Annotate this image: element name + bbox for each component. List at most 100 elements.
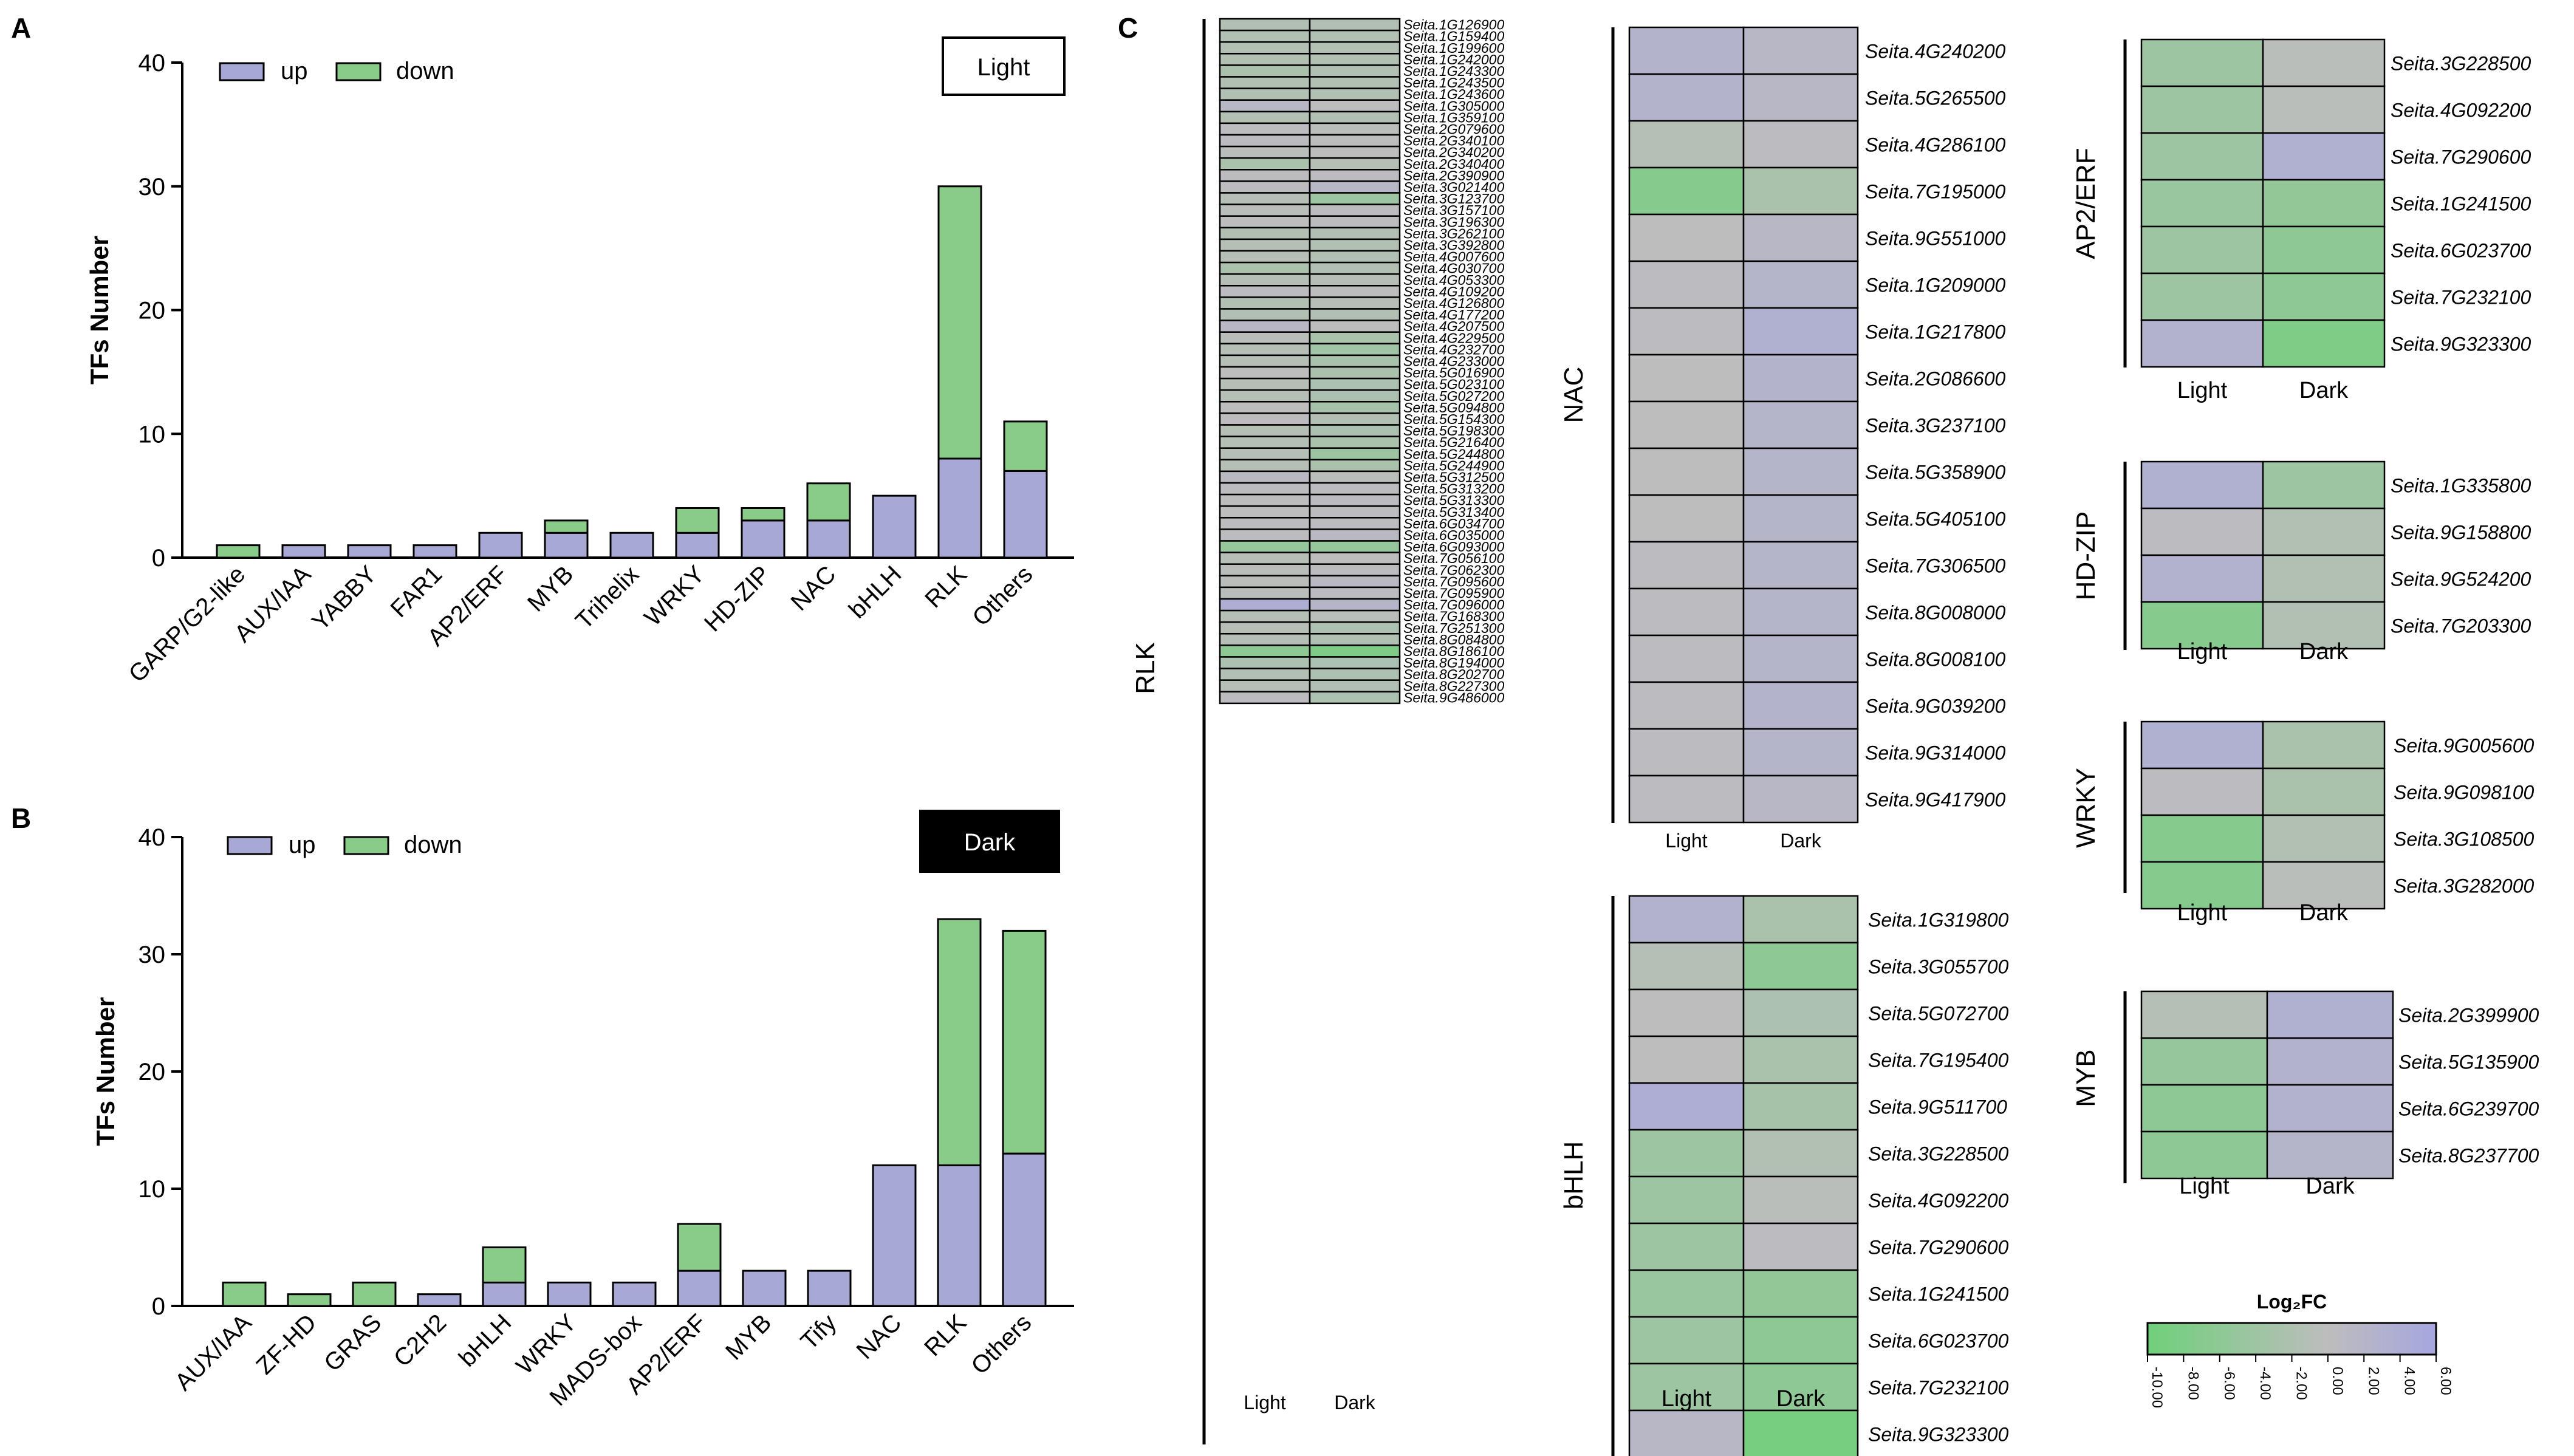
bar-up bbox=[482, 1281, 527, 1307]
column-label-dark: Dark bbox=[2305, 1174, 2355, 1199]
heatmap-cell-light bbox=[2140, 272, 2264, 321]
gene-label: Seita.5G405100 bbox=[1865, 508, 2006, 530]
group-label: bHLH bbox=[1559, 1141, 1589, 1210]
gene-label: Seita.5G072700 bbox=[1868, 1003, 2009, 1025]
gene-label: Seita.4G233000 bbox=[1403, 353, 1504, 369]
gene-label: Seita.3G108500 bbox=[2394, 829, 2535, 850]
bar-down bbox=[287, 1293, 332, 1307]
gene-label: Seita.4G229500 bbox=[1403, 330, 1504, 346]
colorbar: Log₂FC -10.00 -8.00 -6.00 -4.00 -2.00 0.00 2.00… bbox=[2146, 1291, 2454, 1408]
colorbar-tick-label: -4.00 bbox=[2257, 1367, 2273, 1400]
heatmap-cell-dark bbox=[1309, 505, 1401, 519]
gene-label: Seita.4G177200 bbox=[1403, 307, 1504, 323]
heatmap-cell-dark bbox=[1742, 541, 1859, 590]
legend-label-up: up bbox=[289, 832, 316, 858]
heatmap-cell-light bbox=[1219, 331, 1311, 345]
bar-down bbox=[1003, 420, 1048, 472]
gene-label: Seita.3G157100 bbox=[1403, 202, 1504, 218]
x-tick-label: Others bbox=[967, 561, 1038, 631]
panel-label: B bbox=[11, 802, 31, 834]
heatmap-cell-dark bbox=[1309, 273, 1401, 287]
heatmap-cell-dark bbox=[1309, 227, 1401, 241]
gene-label: Seita.2G390900 bbox=[1403, 168, 1504, 183]
heatmap-cell-light bbox=[1219, 134, 1311, 148]
heatmap-cell-light bbox=[1628, 400, 1745, 449]
bar-up bbox=[347, 544, 392, 559]
y-tick-label: 40 bbox=[139, 50, 166, 77]
gene-label: Seita.6G034700 bbox=[1403, 516, 1504, 531]
heatmap-cell-light bbox=[1628, 1082, 1745, 1131]
heatmap-cell-dark bbox=[1309, 644, 1401, 658]
heatmap-cell-light bbox=[1219, 691, 1311, 705]
heatmap-cell-dark bbox=[1742, 942, 1859, 991]
heatmap-cell-dark bbox=[1309, 331, 1401, 345]
heatmap-cell-dark bbox=[1309, 203, 1401, 217]
heatmap-cell-light bbox=[1219, 76, 1311, 89]
gene-label: Seita.7G232100 bbox=[2391, 287, 2531, 309]
bar-up bbox=[412, 544, 457, 559]
gene-label: Seita.1G159400 bbox=[1403, 29, 1504, 44]
bar-up bbox=[417, 1293, 462, 1307]
heatmap-cell-dark bbox=[1309, 145, 1401, 159]
heatmap-cell-light bbox=[1628, 1269, 1745, 1318]
heatmap-cell-light bbox=[1628, 307, 1745, 356]
heatmap-cell-light bbox=[2140, 507, 2264, 556]
heatmap-cell-dark bbox=[1309, 377, 1401, 391]
heatmap-cell-dark bbox=[1309, 261, 1401, 275]
gene-label: Seita.5G216400 bbox=[1403, 434, 1504, 450]
heatmap-cell-dark bbox=[1309, 447, 1401, 461]
heatmap-cell-dark bbox=[1309, 343, 1401, 357]
heatmap-cell-dark bbox=[1309, 41, 1401, 55]
heatmap-cell-light bbox=[1628, 1175, 1745, 1225]
x-tick-label: WRKY bbox=[639, 561, 710, 631]
y-tick-label: 10 bbox=[139, 1176, 166, 1203]
gene-label: Seita.4G207500 bbox=[1403, 318, 1504, 334]
colorbar-tick-label: -6.00 bbox=[2221, 1367, 2237, 1400]
heatmap-cell-dark bbox=[1309, 552, 1401, 565]
heatmap-cell-dark bbox=[1742, 895, 1859, 944]
heatmap-cell-light bbox=[1219, 169, 1311, 182]
gene-label: Seita.9G511700 bbox=[1868, 1096, 2007, 1118]
heatmap-cell-dark bbox=[1309, 180, 1401, 194]
gene-label: Seita.1G209000 bbox=[1865, 275, 2006, 296]
x-tick-label: GARP/G2-like bbox=[124, 561, 251, 688]
heatmap-cell-light bbox=[2140, 720, 2264, 770]
condition-label: Dark bbox=[964, 829, 1016, 856]
bar-down bbox=[937, 918, 982, 1166]
gene-label: Seita.4G030700 bbox=[1403, 261, 1504, 276]
heatmap-cell-dark bbox=[1309, 540, 1401, 553]
heatmap-cell-dark bbox=[2266, 1130, 2394, 1180]
gene-label: Seita.5G313300 bbox=[1403, 493, 1504, 508]
heatmap-cell-dark bbox=[1309, 366, 1401, 380]
gene-label: Seita.1G126900 bbox=[1403, 17, 1504, 33]
heatmap-cell-light bbox=[1219, 609, 1311, 623]
gene-label: Seita.7G203300 bbox=[2391, 615, 2531, 637]
heatmap-cell-light bbox=[2140, 85, 2264, 134]
gene-label: Seita.4G007600 bbox=[1403, 249, 1504, 265]
heatmap-cell-light bbox=[1628, 942, 1745, 991]
gene-label: Seita.5G312500 bbox=[1403, 469, 1504, 485]
heatmap-cell-dark bbox=[1309, 470, 1401, 484]
gene-label: Seita.7G195000 bbox=[1865, 181, 2006, 203]
heatmap-cell-dark bbox=[1309, 679, 1401, 693]
heatmap-cell-light bbox=[2140, 1130, 2268, 1180]
heatmap-cell-light bbox=[1219, 343, 1311, 357]
y-axis-title: TFs Number bbox=[91, 997, 120, 1146]
gene-label: Seita.7G251300 bbox=[1403, 620, 1504, 636]
gene-label: Seita.2G086600 bbox=[1865, 368, 2006, 390]
heatmap-cell-dark bbox=[1309, 586, 1401, 600]
gene-label: Seita.8G202700 bbox=[1403, 666, 1504, 682]
heatmap-cell-dark bbox=[1309, 459, 1401, 473]
heatmap-cell-dark bbox=[2262, 861, 2386, 910]
heatmap-cell-dark bbox=[2262, 225, 2386, 275]
heatmap-cell-light bbox=[1219, 656, 1311, 669]
column-label-dark: Dark bbox=[2299, 639, 2349, 665]
heatmap-cell-light bbox=[2140, 179, 2264, 228]
bar-down bbox=[352, 1281, 397, 1307]
heatmap-cell-dark bbox=[1742, 166, 1859, 216]
heatmap-cell-light bbox=[1219, 250, 1311, 264]
heatmap-cell-dark bbox=[2266, 1037, 2394, 1086]
heatmap-cell-light bbox=[2140, 38, 2264, 87]
heatmap-group-hd-zip: Seita.1G335800 Seita.9G158800 Seita.9G5242… bbox=[2071, 460, 2531, 665]
